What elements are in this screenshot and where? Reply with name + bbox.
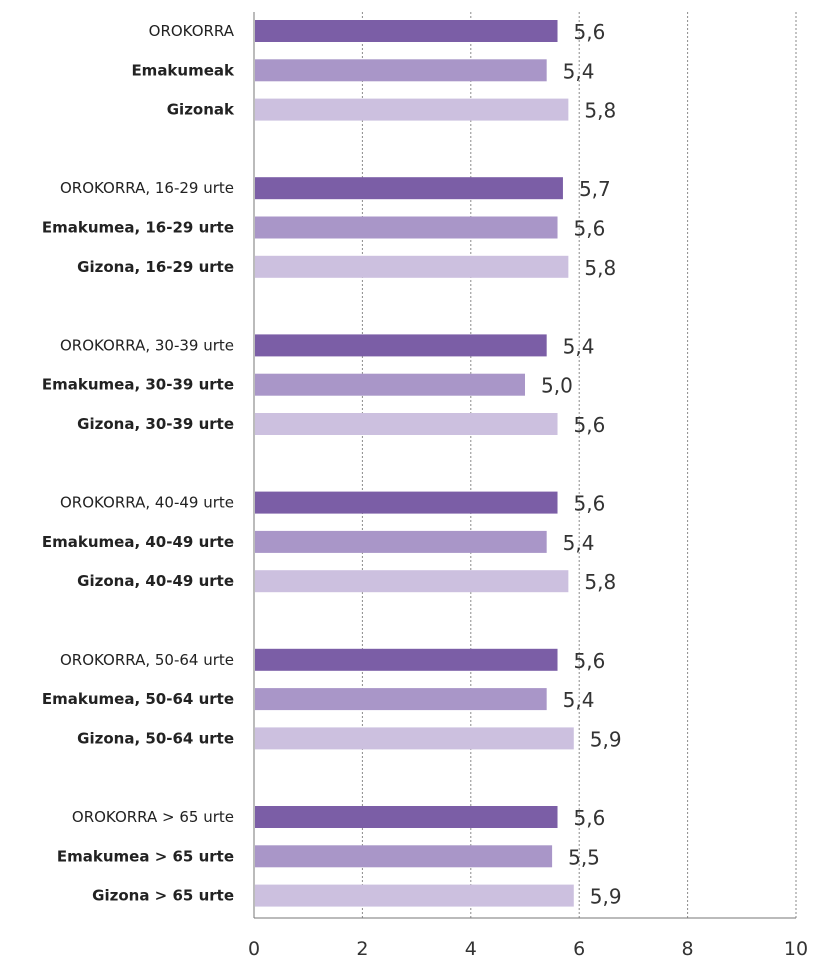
grid-lines: [361, 12, 797, 918]
value-label: 5,9: [590, 727, 622, 751]
value-label: 5,9: [590, 885, 622, 909]
category-label: Emakumea, 30-39 urte: [42, 376, 234, 394]
value-label: 5,0: [541, 374, 573, 398]
category-label: OROKORRA, 30-39 urte: [60, 336, 234, 354]
value-label: 5,4: [563, 688, 595, 712]
bar-13: [255, 648, 558, 671]
category-label: Gizona, 30-39 urte: [77, 415, 234, 433]
value-label: 5,6: [574, 649, 606, 673]
category-label: Emakumeak: [131, 61, 235, 79]
bar-7: [255, 334, 547, 357]
value-label: 5,6: [574, 217, 606, 241]
value-label: 5,4: [563, 334, 595, 358]
x-tick-label: 4: [465, 938, 477, 960]
value-label: 5,6: [574, 492, 606, 516]
bar-10: [255, 491, 558, 514]
category-label: Emakumea > 65 urte: [57, 847, 234, 865]
x-tick-label: 6: [573, 938, 585, 960]
bar-1: [255, 20, 558, 42]
bar-12: [255, 570, 569, 593]
value-label: 5,4: [563, 59, 595, 83]
bar-17: [255, 845, 553, 868]
bar-6: [255, 255, 569, 278]
category-label: Emakumea, 50-64 urte: [42, 690, 234, 708]
bar-2: [255, 59, 547, 82]
bar-14: [255, 688, 547, 711]
bar-18: [255, 884, 574, 907]
bar-9: [255, 413, 558, 435]
bar-8: [255, 373, 525, 396]
bars: [255, 20, 574, 907]
bar-15: [255, 727, 574, 750]
value-label: 5,5: [568, 845, 600, 869]
category-label: Emakumea, 16-29 urte: [42, 219, 234, 237]
value-label: 5,4: [563, 531, 595, 555]
value-label: 5,7: [579, 177, 611, 201]
value-label: 5,6: [574, 806, 606, 830]
category-label: Gizona, 50-64 urte: [77, 729, 234, 747]
category-label: OROKORRA, 40-49 urte: [60, 494, 234, 512]
category-label: Gizona > 65 urte: [92, 887, 234, 905]
category-label: OROKORRA, 16-29 urte: [60, 179, 234, 197]
bar-5: [255, 216, 558, 239]
category-label: OROKORRA, 50-64 urte: [60, 651, 234, 669]
value-label: 5,8: [584, 256, 616, 280]
category-label: OROKORRA: [149, 22, 235, 40]
bar-16: [255, 806, 558, 828]
category-label: Gizona, 16-29 urte: [77, 258, 234, 276]
value-label: 5,6: [574, 20, 606, 44]
x-tick-label: 0: [248, 938, 260, 960]
category-label: Emakumea, 40-49 urte: [42, 533, 234, 551]
value-labels: 5,65,45,85,75,65,85,45,05,65,65,45,85,65…: [541, 20, 622, 909]
x-tick-label: 2: [356, 938, 368, 960]
value-label: 5,8: [584, 570, 616, 594]
category-label: Gizonak: [167, 101, 235, 119]
bar-11: [255, 530, 547, 553]
x-tick-labels: 0 2 4 6 8 10: [248, 938, 808, 960]
value-label: 5,8: [584, 99, 616, 123]
category-labels: OROKORRA Emakumeak Gizonak OROKORRA, 16-29 …: [42, 22, 235, 905]
category-label: OROKORRA > 65 urte: [72, 808, 234, 826]
bar-3: [255, 98, 569, 121]
x-tick-label: 8: [682, 938, 694, 960]
value-label: 5,6: [574, 413, 606, 437]
x-tick-label: 10: [784, 938, 808, 960]
category-label: Gizona, 40-49 urte: [77, 572, 234, 590]
bar-4: [255, 177, 563, 200]
